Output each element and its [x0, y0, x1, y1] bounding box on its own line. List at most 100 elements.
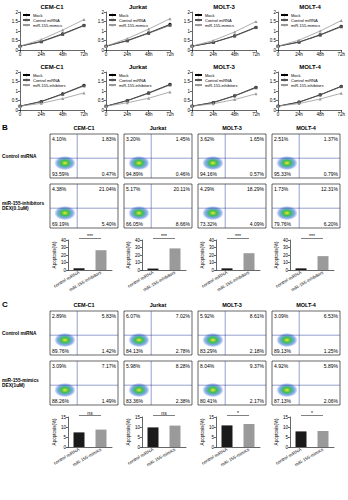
svg-text:0: 0 [277, 112, 280, 117]
svg-text:CEM-C1: CEM-C1 [40, 64, 64, 70]
svg-text:miR-155-mimics: miR-155-mimics [119, 23, 148, 28]
svg-text:Jurkat: Jurkat [129, 4, 147, 10]
svg-text:5.17%: 5.17% [126, 186, 141, 192]
svg-text:3.09%: 3.09% [52, 363, 67, 369]
svg-text:miR-155-mimics: miR-155-mimics [291, 23, 320, 28]
svg-text:20: 20 [61, 253, 67, 258]
svg-text:30: 30 [283, 245, 289, 250]
svg-text:0: 0 [137, 445, 140, 450]
svg-text:2: 2 [15, 10, 18, 15]
svg-text:24h: 24h [210, 52, 218, 57]
svg-text:48h: 48h [59, 112, 67, 117]
svg-text:CEM-C1: CEM-C1 [73, 125, 94, 131]
svg-text:2: 2 [101, 70, 104, 75]
svg-text:8.61%: 8.61% [250, 313, 265, 319]
svg-text:***: *** [161, 233, 167, 239]
svg-text:0.5: 0.5 [98, 98, 105, 103]
svg-text:0: 0 [211, 445, 214, 450]
svg-text:20: 20 [135, 253, 141, 258]
svg-text:1: 1 [273, 89, 276, 94]
svg-text:89.76%: 89.76% [52, 348, 70, 354]
svg-text:2: 2 [273, 70, 276, 75]
svg-text:5: 5 [63, 435, 66, 440]
svg-text:miR-155-inhibitors: miR-155-inhibitors [216, 269, 251, 292]
svg-text:72h: 72h [80, 52, 88, 57]
svg-text:0: 0 [285, 445, 288, 450]
svg-text:72h: 72h [80, 112, 88, 117]
svg-text:5: 5 [211, 435, 214, 440]
svg-text:4.09%: 4.09% [250, 221, 265, 227]
svg-text:2.78%: 2.78% [176, 348, 191, 354]
svg-text:21.04%: 21.04% [99, 186, 117, 192]
svg-text:0.46%: 0.46% [176, 171, 191, 177]
svg-text:MOLT-4: MOLT-4 [296, 302, 317, 308]
svg-text:88.26%: 88.26% [52, 398, 70, 404]
svg-text:9.37%: 9.37% [250, 363, 265, 369]
svg-text:*: * [237, 410, 239, 416]
svg-text:1.5: 1.5 [98, 19, 105, 24]
svg-text:Apoptosis(%): Apoptosis(%) [200, 241, 205, 268]
svg-text:2: 2 [101, 10, 104, 15]
svg-text:Jurkat: Jurkat [129, 64, 147, 70]
svg-text:2.17%: 2.17% [250, 398, 265, 404]
svg-text:6.07%: 6.07% [126, 313, 141, 319]
svg-text:89.13%: 89.13% [274, 348, 292, 354]
svg-text:miR-155-mimics: miR-155-mimics [294, 446, 325, 467]
svg-text:0.5: 0.5 [184, 98, 191, 103]
svg-text:miR-155-inhibitors: miR-155-inhibitors [119, 83, 151, 88]
svg-text:4.92%: 4.92% [274, 363, 289, 369]
svg-text:1.49%: 1.49% [102, 398, 117, 404]
svg-text:3.09%: 3.09% [274, 313, 289, 319]
svg-text:C: C [2, 300, 8, 309]
svg-text:miR-155-inhibitors: miR-155-inhibitors [33, 83, 65, 88]
svg-text:miR-155-inhibitors: miR-155-inhibitors [290, 269, 325, 292]
svg-text:ns: ns [161, 410, 167, 416]
svg-text:48h: 48h [59, 52, 67, 57]
svg-text:87.13%: 87.13% [274, 398, 292, 404]
svg-text:0: 0 [105, 52, 108, 57]
svg-text:0.5: 0.5 [12, 38, 19, 43]
svg-text:miR-155-mimics: miR-155-mimics [220, 446, 251, 467]
svg-text:0: 0 [63, 268, 66, 273]
svg-text:MOLT-4: MOLT-4 [299, 4, 321, 10]
svg-text:40: 40 [61, 238, 67, 243]
svg-text:1: 1 [101, 29, 104, 34]
svg-text:5.40%: 5.40% [102, 221, 117, 227]
svg-text:24h: 24h [295, 112, 303, 117]
svg-text:15: 15 [283, 415, 289, 420]
svg-text:2.06%: 2.06% [324, 398, 339, 404]
svg-text:40: 40 [283, 238, 289, 243]
svg-text:5.98%: 5.98% [126, 363, 141, 369]
svg-text:0: 0 [277, 52, 280, 57]
svg-text:48h: 48h [316, 112, 324, 117]
svg-text:2: 2 [187, 70, 190, 75]
svg-text:1.5: 1.5 [184, 79, 191, 84]
svg-text:MOLT-4: MOLT-4 [299, 64, 321, 70]
svg-text:0.79%: 0.79% [324, 171, 339, 177]
svg-text:***: *** [309, 233, 315, 239]
svg-text:MOLT-3: MOLT-3 [213, 4, 235, 10]
svg-text:10: 10 [283, 425, 289, 430]
svg-text:Control miRNA: Control miRNA [2, 331, 37, 336]
svg-text:2.89%: 2.89% [52, 313, 67, 319]
svg-text:1: 1 [187, 89, 190, 94]
svg-text:1.5: 1.5 [12, 19, 19, 24]
svg-text:4.38%: 4.38% [52, 186, 67, 192]
svg-text:94.16%: 94.16% [200, 171, 218, 177]
svg-text:3.62%: 3.62% [200, 136, 215, 142]
svg-text:93.59%: 93.59% [52, 171, 70, 177]
svg-text:2: 2 [187, 10, 190, 15]
svg-text:1: 1 [187, 29, 190, 34]
svg-text:72h: 72h [252, 52, 260, 57]
svg-text:84.13%: 84.13% [126, 348, 144, 354]
svg-text:0: 0 [191, 52, 194, 57]
svg-text:80.41%: 80.41% [200, 398, 218, 404]
svg-text:1.5: 1.5 [270, 19, 277, 24]
svg-text:48h: 48h [316, 52, 324, 57]
svg-text:95.33%: 95.33% [274, 171, 292, 177]
svg-text:***: *** [87, 233, 93, 239]
svg-text:40: 40 [209, 238, 215, 243]
svg-text:20: 20 [209, 253, 215, 258]
svg-text:Apoptosis(%): Apoptosis(%) [200, 418, 205, 445]
svg-text:2.18%: 2.18% [250, 348, 265, 354]
